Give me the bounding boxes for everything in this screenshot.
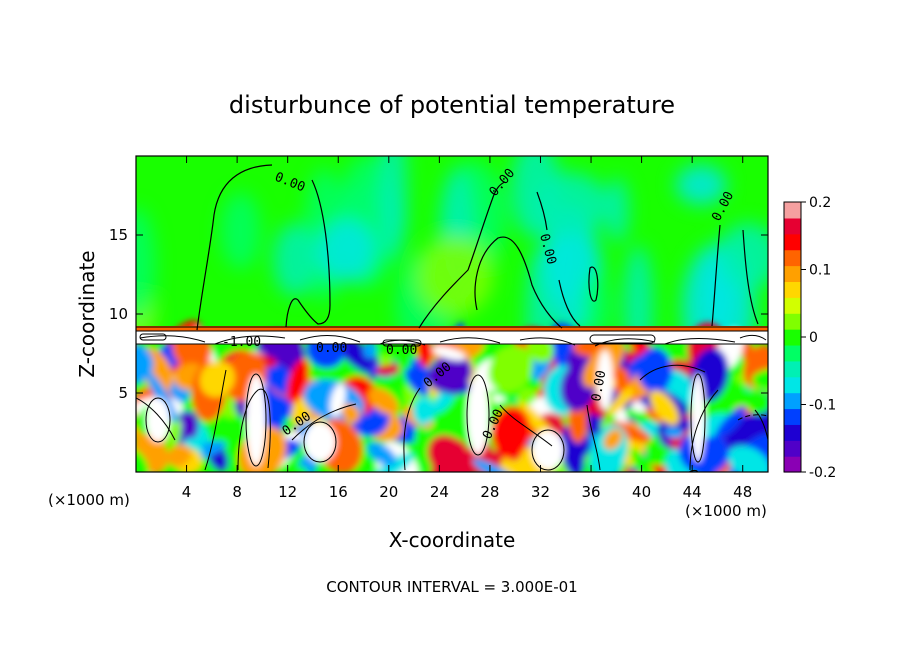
contour-label: 0.00 <box>386 343 417 358</box>
x-tick-label: 32 <box>531 483 550 501</box>
colorbar-swatch <box>784 344 801 362</box>
x-tick-label: 40 <box>632 483 651 501</box>
x-tick-label: 8 <box>232 483 242 501</box>
y-axis-label: Z-coordinate <box>75 250 99 377</box>
contour-interval: CONTOUR INTERVAL = 3.000E-01 <box>326 578 577 596</box>
colorbar-swatch <box>784 329 801 346</box>
colorbar-swatch <box>784 202 801 219</box>
x-tick-label: 4 <box>182 483 192 501</box>
colorbar-swatch <box>784 360 801 378</box>
x-tick-label: 44 <box>683 483 702 501</box>
colorbar-swatch <box>784 233 801 251</box>
colorbar-tick-label: 0.1 <box>809 263 831 279</box>
contour-label: 0.00 <box>316 341 347 356</box>
y-tick-label: 5 <box>118 384 128 402</box>
y-tick-label: 15 <box>109 226 128 244</box>
x-tick-label: 16 <box>329 483 348 501</box>
colorbar-swatch <box>784 408 801 425</box>
contour-lines <box>136 164 768 471</box>
contour-label: 0.00 <box>589 369 609 402</box>
x-axis: 4 8 12 16 20 24 28 32 36 40 44 48 <box>182 156 752 501</box>
contour-label: -1.00 <box>222 335 261 350</box>
plot-field: 0.00 0.00 0.00 0.00 -1.00 0.00 0.00 0.00… <box>136 156 768 501</box>
inversion-band <box>136 326 768 347</box>
lower-layer-turbulence <box>136 320 768 472</box>
colorbar-swatch <box>784 297 801 314</box>
colorbar-tick-label: -0.2 <box>809 465 836 481</box>
colorbar-swatch <box>784 217 801 235</box>
chart-title: disturbunce of potential temperature <box>229 91 675 119</box>
contour-label: 0.00 <box>684 468 704 501</box>
x-unit-left: (×1000 m) <box>48 491 130 509</box>
x-tick-label: 48 <box>733 483 752 501</box>
upper-layer-anomalies <box>136 156 768 379</box>
colorbar-swatch <box>784 265 801 283</box>
colorbar-swatch <box>784 392 801 410</box>
colorbar-swatch <box>784 281 801 298</box>
colorbar-tick-label: 0 <box>809 330 818 346</box>
colorbar-swatch <box>784 376 801 394</box>
x-unit-right: (×1000 m) <box>685 502 767 520</box>
x-tick-label: 20 <box>379 483 398 501</box>
colorbar-swatch <box>784 313 801 330</box>
x-tick-label: 24 <box>430 483 449 501</box>
y-axis: 5 10 15 <box>109 226 768 402</box>
colorbar-swatch <box>784 456 801 473</box>
x-tick-label: 36 <box>581 483 600 501</box>
colorbar-tick-label: 0.2 <box>809 195 831 211</box>
x-tick-label: 28 <box>480 483 499 501</box>
colorbar-tick-label: -0.1 <box>809 398 836 414</box>
y-tick-label: 10 <box>109 305 128 323</box>
x-tick-label: 12 <box>278 483 297 501</box>
colorbar-swatch <box>784 440 801 457</box>
colorbar: 0.2 0.1 0 -0.1 -0.2 <box>783 195 836 481</box>
colorbar-swatch <box>784 249 801 267</box>
colorbar-swatch <box>784 424 801 441</box>
x-axis-label: X-coordinate <box>389 528 516 552</box>
